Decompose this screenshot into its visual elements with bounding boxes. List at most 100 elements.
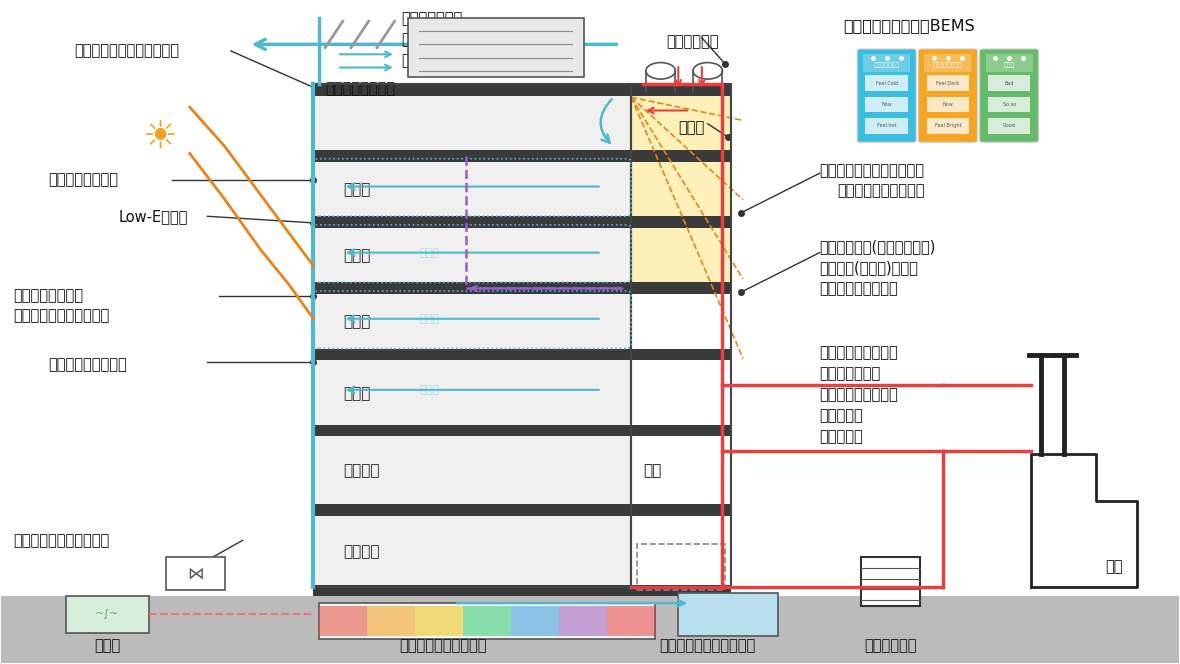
- Bar: [631, 424, 732, 436]
- Text: Low-Eガラス: Low-Eガラス: [119, 208, 189, 224]
- Text: 明るさリクエスト: 明るさリクエスト: [933, 62, 963, 68]
- Bar: [926, 76, 969, 92]
- Text: 事務所: 事務所: [342, 386, 371, 400]
- Text: Feel Dark: Feel Dark: [936, 81, 959, 86]
- Bar: [314, 162, 631, 216]
- Text: （執務者アンケート）: （執務者アンケート）: [838, 183, 925, 199]
- Bar: [631, 84, 732, 96]
- Bar: [678, 593, 779, 636]
- Bar: [320, 603, 655, 639]
- Text: 温冷感　明るさ感　健康度: 温冷感 明るさ感 健康度: [820, 163, 925, 179]
- Text: 事務所: 事務所: [342, 183, 371, 197]
- Bar: [314, 282, 631, 294]
- Text: Now: Now: [881, 102, 892, 107]
- Bar: [314, 424, 631, 436]
- Bar: [314, 84, 631, 96]
- Bar: [631, 84, 732, 586]
- Bar: [631, 84, 732, 96]
- FancyBboxPatch shape: [918, 49, 977, 142]
- Text: デシカント外調機: デシカント外調機: [326, 81, 395, 96]
- Text: 昼光利用照明制御
タスクアンビエント照明: 昼光利用照明制御 タスクアンビエント照明: [13, 288, 110, 323]
- Text: Feel hot: Feel hot: [877, 124, 897, 128]
- Bar: [314, 216, 631, 228]
- Text: クールヒートトレンチ: クールヒートトレンチ: [399, 639, 486, 653]
- Ellipse shape: [645, 62, 675, 79]
- Bar: [1, 596, 1179, 663]
- Text: 事務所: 事務所: [342, 315, 371, 329]
- Bar: [985, 54, 1032, 72]
- Bar: [314, 516, 631, 586]
- Text: Now: Now: [943, 102, 953, 107]
- Text: Bad: Bad: [1004, 81, 1014, 86]
- Bar: [320, 606, 367, 636]
- Text: 天井放射空調(アンビエント)
と床吹出(タスク)の併用
による健康快適空調: 天井放射空調(アンビエント) と床吹出(タスク)の併用 による健康快適空調: [820, 240, 936, 296]
- Ellipse shape: [693, 62, 722, 79]
- Bar: [367, 606, 415, 636]
- Text: 工場の低温排熱利用
・吸収式冷凍機
・デシカント外調機
・暖房利用
・給湯利用: 工場の低温排熱利用 ・吸収式冷凍機 ・デシカント外調機 ・暖房利用 ・給湯利用: [820, 345, 898, 444]
- Bar: [631, 584, 732, 596]
- Bar: [926, 118, 969, 133]
- FancyBboxPatch shape: [979, 49, 1038, 142]
- Bar: [863, 54, 910, 72]
- Text: Feel Bright: Feel Bright: [935, 124, 962, 128]
- Bar: [631, 282, 732, 294]
- Text: 排熱熱交換機: 排熱熱交換機: [864, 639, 917, 653]
- Text: 快適リクエスト: 快適リクエスト: [873, 62, 900, 68]
- Bar: [865, 96, 907, 112]
- Bar: [314, 361, 631, 424]
- Text: ☀: ☀: [143, 118, 178, 156]
- Text: 吸収式冷凍機: 吸収式冷凍機: [667, 35, 719, 49]
- Text: Good: Good: [1003, 124, 1016, 128]
- Bar: [314, 349, 631, 361]
- Text: So so: So so: [1003, 102, 1016, 107]
- Bar: [314, 84, 631, 96]
- Text: 健康話: 健康話: [1003, 62, 1015, 68]
- Text: 厨房: 厨房: [643, 463, 661, 478]
- Bar: [314, 150, 631, 162]
- Bar: [463, 606, 511, 636]
- Text: 「健康」見える化　BEMS: 「健康」見える化 BEMS: [843, 18, 975, 33]
- Text: 事務所: 事務所: [342, 248, 371, 264]
- Bar: [865, 76, 907, 92]
- Bar: [865, 118, 907, 133]
- Bar: [559, 606, 607, 636]
- Bar: [314, 96, 631, 150]
- Bar: [988, 96, 1030, 112]
- Bar: [637, 544, 726, 590]
- Bar: [631, 504, 732, 516]
- Text: 工業用水の未利用熱利用: 工業用水の未利用熱利用: [13, 533, 110, 548]
- Bar: [631, 150, 732, 162]
- Bar: [988, 118, 1030, 133]
- Bar: [166, 557, 225, 590]
- Bar: [631, 216, 732, 228]
- Bar: [407, 18, 584, 78]
- Bar: [314, 584, 631, 596]
- Bar: [314, 436, 631, 504]
- Text: 社員食堂: 社員食堂: [342, 463, 379, 478]
- Bar: [314, 84, 631, 586]
- Bar: [860, 557, 919, 606]
- Bar: [415, 606, 463, 636]
- Text: 〜〜〜: 〜〜〜: [419, 385, 439, 395]
- Bar: [631, 84, 732, 282]
- Bar: [631, 349, 732, 361]
- Bar: [66, 596, 149, 633]
- Text: 太陽光発電による電源確保: 太陽光発電による電源確保: [74, 43, 179, 58]
- Bar: [607, 606, 655, 636]
- Text: 诊療所等: 诊療所等: [342, 544, 379, 559]
- Text: 庇による日射遮蔽: 庇による日射遮蔽: [48, 173, 118, 187]
- Text: 水蓄熱槽による排熱利用: 水蓄熱槽による排熱利用: [660, 639, 756, 653]
- Bar: [511, 606, 559, 636]
- Text: 〜〜〜: 〜〜〜: [419, 248, 439, 258]
- Text: ~∫~: ~∫~: [96, 610, 119, 620]
- Bar: [926, 96, 969, 112]
- Text: 貯湯槽: 貯湯槽: [678, 120, 704, 135]
- FancyBboxPatch shape: [857, 49, 916, 142]
- Text: Feel Cold: Feel Cold: [876, 81, 898, 86]
- Bar: [988, 76, 1030, 92]
- Text: 工水槽: 工水槽: [94, 639, 120, 653]
- Bar: [924, 54, 971, 72]
- Text: ⋈: ⋈: [188, 564, 204, 582]
- Bar: [314, 504, 631, 516]
- Bar: [314, 228, 631, 282]
